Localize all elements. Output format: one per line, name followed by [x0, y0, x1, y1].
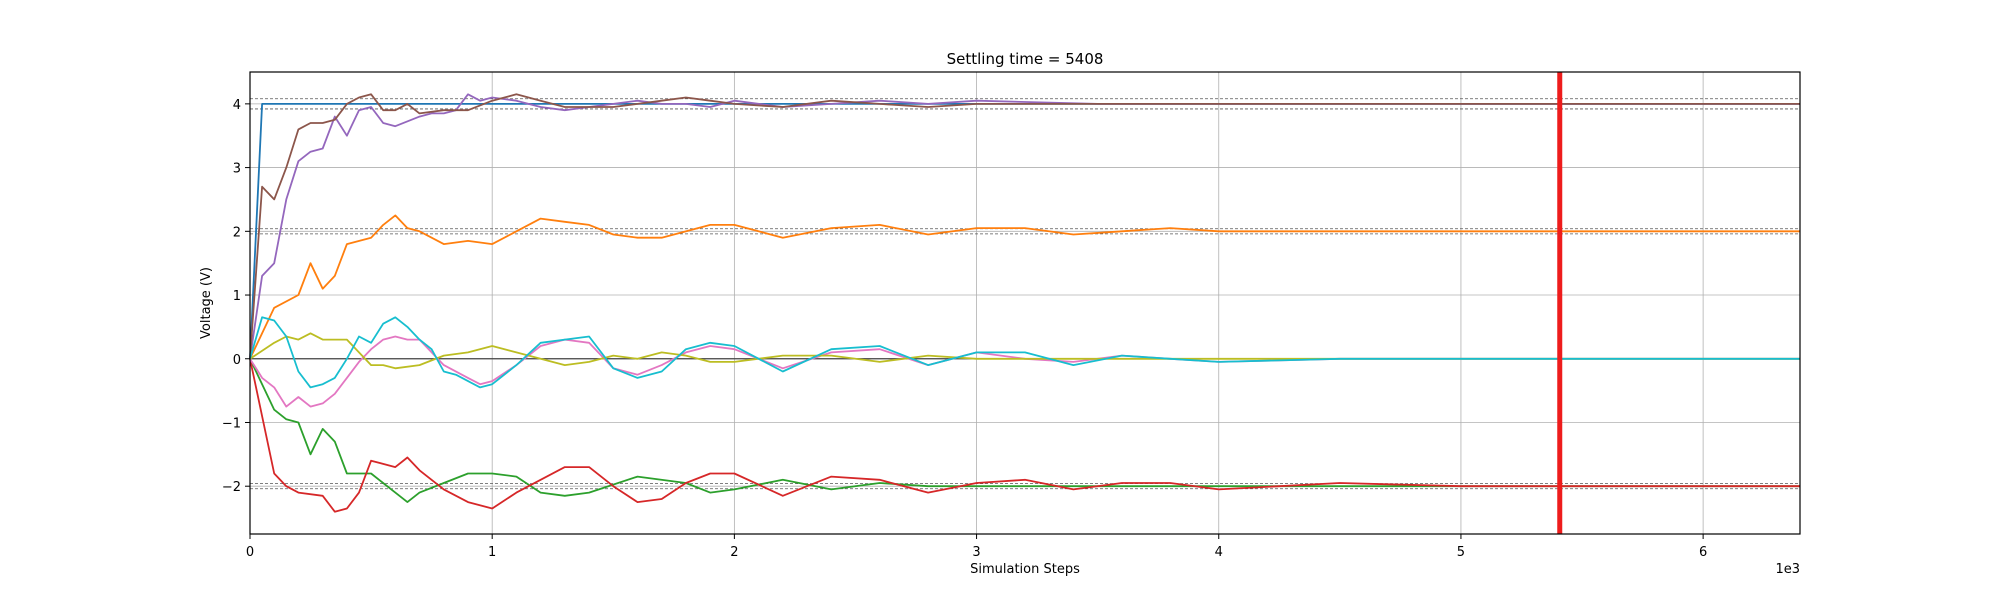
x-tick-label: 4	[1215, 545, 1223, 560]
plot-frame	[249, 71, 1801, 535]
chart-title: Settling time = 5408	[947, 50, 1104, 68]
series-layer	[249, 93, 1800, 513]
y-tick-label: −2	[222, 480, 241, 495]
series-line-7	[249, 332, 1800, 370]
series-line-2	[249, 358, 1800, 504]
x-axis-label: Simulation Steps	[970, 562, 1080, 577]
x-tick-label: 0	[246, 545, 254, 560]
series-line-5	[249, 93, 1800, 359]
y-tick-label: 4	[233, 98, 241, 113]
series-line-1	[249, 214, 1800, 360]
y-tick-label: 2	[233, 225, 241, 240]
series-line-6	[249, 335, 1800, 408]
y-axis-label: Voltage (V)	[199, 267, 214, 339]
x-tick-label: 5	[1457, 545, 1465, 560]
x-tick-label: 3	[972, 545, 980, 560]
y-tick-label: 0	[233, 353, 241, 368]
grid-layer	[249, 72, 1800, 534]
series-line-8	[249, 316, 1800, 389]
tick-layer: 0 1 2 3 4 5 6 −2 −1 0 1 2 3 4	[222, 98, 1707, 560]
x-tick-label: 6	[1699, 545, 1707, 560]
x-tick-label: 2	[730, 545, 738, 560]
x-tick-label: 1	[488, 545, 496, 560]
y-tick-label: −1	[222, 416, 241, 431]
series-line-3	[249, 358, 1800, 513]
reference-band-layer	[250, 98, 1800, 490]
series-line-4	[249, 93, 1800, 359]
x-offset-label: 1e3	[1775, 562, 1800, 577]
y-tick-label: 3	[233, 162, 241, 177]
y-tick-label: 1	[233, 289, 241, 304]
